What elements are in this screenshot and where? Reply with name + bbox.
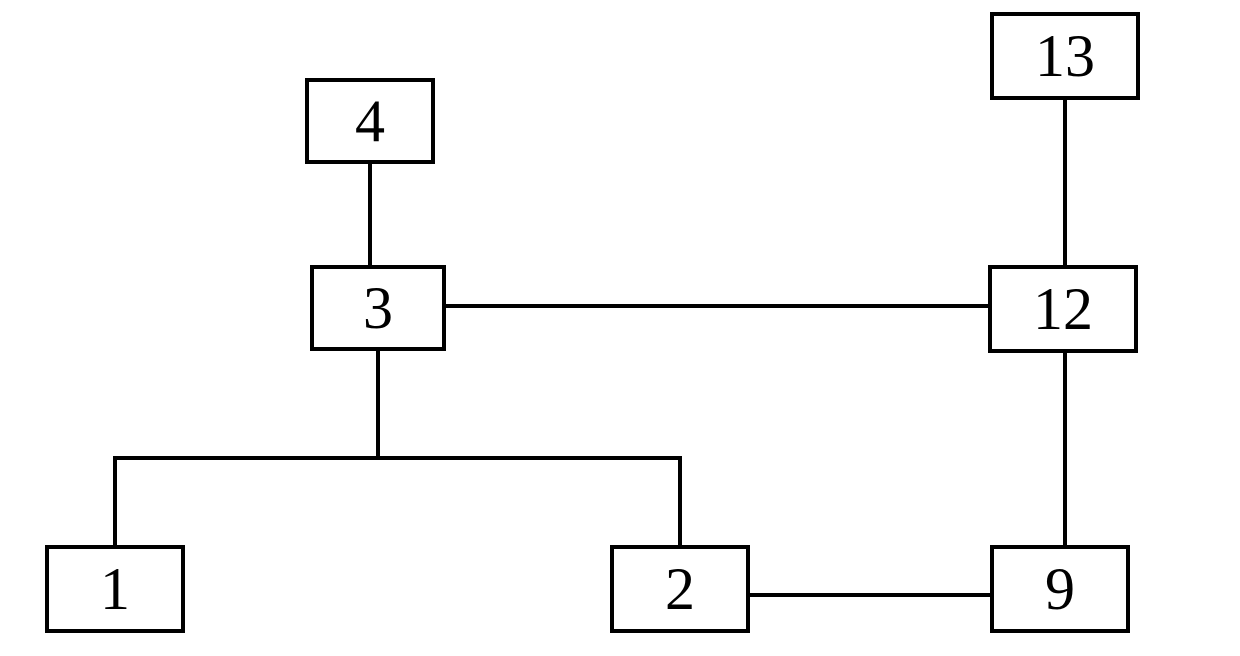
node-n4: 4 [305, 78, 435, 164]
edge-n3-n1 [115, 351, 378, 545]
node-n1: 1 [45, 545, 185, 633]
node-n12: 12 [988, 265, 1138, 353]
node-label: 2 [665, 559, 695, 619]
node-n3: 3 [310, 265, 446, 351]
node-n13: 13 [990, 12, 1140, 100]
diagram-canvas: 413312129 [0, 0, 1240, 656]
node-label: 9 [1045, 559, 1075, 619]
node-label: 1 [100, 559, 130, 619]
edge-n3-n2 [378, 351, 680, 545]
node-label: 13 [1035, 26, 1095, 86]
node-label: 3 [363, 278, 393, 338]
node-n9: 9 [990, 545, 1130, 633]
node-label: 4 [355, 91, 385, 151]
node-n2: 2 [610, 545, 750, 633]
node-label: 12 [1033, 279, 1093, 339]
